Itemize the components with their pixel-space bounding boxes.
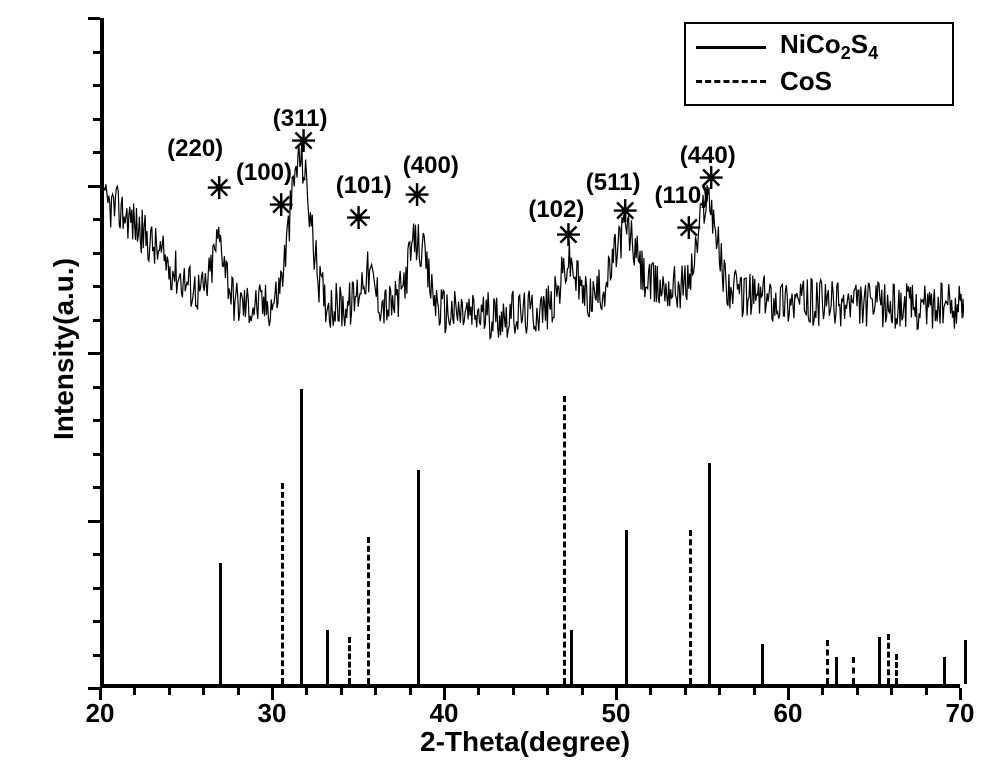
ref-line-cos [887,634,890,684]
y-axis-label: Intensity(a.u.) [48,258,80,440]
y-tick-major [88,687,100,690]
peak-label: (101) [336,172,392,200]
ref-line-cos [852,657,855,684]
peak-label: (100) [236,159,292,187]
y-tick-minor [93,486,100,489]
x-tick-minor [925,688,928,695]
x-tick-minor [581,688,584,695]
legend-swatch-dashed [696,80,766,83]
y-tick-minor [93,218,100,221]
x-tick-minor [856,688,859,695]
peak-marker-icon: ✳ [291,124,316,159]
ref-line-nico2s4 [943,657,946,684]
peak-label: (220) [167,135,223,163]
y-tick-minor [93,151,100,154]
y-tick-minor [93,620,100,623]
x-tick-label: 40 [430,698,459,729]
x-tick-minor [753,688,756,695]
ref-line-cos [563,396,566,684]
x-tick-minor [890,688,893,695]
x-tick-minor [718,688,721,695]
ref-line-nico2s4 [300,389,303,684]
ref-line-nico2s4 [417,470,420,684]
x-tick-minor [512,688,515,695]
x-tick-minor [305,688,308,695]
ref-line-cos [367,537,370,684]
ref-line-cos [826,640,829,684]
peak-label: (511) [586,169,641,197]
x-tick-label: 70 [946,698,975,729]
ref-line-cos [895,654,898,684]
x-tick-minor [684,688,687,695]
x-tick-minor [133,688,136,695]
y-tick-major [88,352,100,355]
y-tick-minor [93,285,100,288]
x-tick-minor [237,688,240,695]
ref-line-nico2s4 [326,630,329,684]
x-tick-minor [409,688,412,695]
y-tick-minor [93,319,100,322]
x-tick-minor [649,688,652,695]
ref-line-cos [281,483,284,684]
x-tick-minor [821,688,824,695]
legend-label-nico2s4: NiCo2S4 [780,29,878,64]
ref-line-cos [689,530,692,684]
plot-area: NiCo2S4 CoS (220)✳(100)✳(311)✳(101)✳(400… [100,18,960,688]
x-tick-label: 60 [774,698,803,729]
ref-line-nico2s4 [219,563,222,684]
xrd-pattern-svg [104,18,964,688]
xrd-figure: Intensity(a.u.) NiCo2S4 CoS (220)✳(100)✳… [0,0,1000,773]
peak-marker-icon: ✳ [346,202,371,237]
peak-marker-icon: ✳ [613,195,638,230]
y-tick-minor [93,118,100,121]
x-axis-label: 2-Theta(degree) [420,726,630,758]
peak-label: (400) [403,152,459,180]
y-tick-minor [93,84,100,87]
ref-line-cos [348,637,351,684]
ref-line-nico2s4 [878,637,881,684]
y-tick-minor [93,453,100,456]
x-tick-minor [374,688,377,695]
legend-item-nico2s4: NiCo2S4 [696,30,942,64]
peak-marker-icon: ✳ [676,212,701,247]
y-tick-minor [93,386,100,389]
x-tick-minor [340,688,343,695]
y-tick-major [88,17,100,20]
ref-line-nico2s4 [625,530,628,684]
legend-item-cos: CoS [696,64,942,98]
ref-line-nico2s4 [964,640,967,684]
x-tick-minor [202,688,205,695]
peak-marker-icon: ✳ [269,188,294,223]
y-tick-minor [93,419,100,422]
x-tick-label: 20 [86,698,115,729]
peak-marker-icon: ✳ [556,218,581,253]
y-tick-minor [93,51,100,54]
x-tick-minor [477,688,480,695]
y-tick-minor [93,654,100,657]
ref-line-nico2s4 [761,644,764,684]
x-tick-minor [546,688,549,695]
y-tick-minor [93,587,100,590]
peak-marker-icon: ✳ [404,178,429,213]
x-tick-minor [168,688,171,695]
y-tick-minor [93,553,100,556]
xrd-trace [104,140,964,339]
y-tick-major [88,520,100,523]
legend-label-cos: CoS [780,66,832,97]
x-tick-label: 50 [602,698,631,729]
x-tick-label: 30 [258,698,287,729]
legend-swatch-solid [696,46,766,49]
ref-line-nico2s4 [708,463,711,684]
peak-marker-icon: ✳ [699,161,724,196]
ref-line-nico2s4 [570,630,573,684]
y-tick-minor [93,252,100,255]
legend: NiCo2S4 CoS [684,22,954,106]
ref-line-nico2s4 [835,657,838,684]
y-tick-major [88,185,100,188]
peak-marker-icon: ✳ [207,171,232,206]
